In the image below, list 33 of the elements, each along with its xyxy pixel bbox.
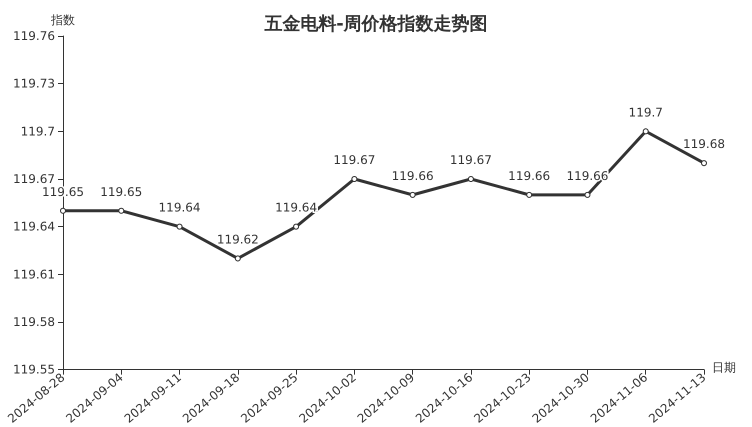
- y-tick-label: 119.55: [13, 362, 55, 377]
- y-tick-label: 119.61: [13, 267, 55, 282]
- point: [176, 224, 183, 230]
- point: [293, 224, 300, 230]
- data-label: 119.66: [508, 168, 550, 183]
- y-tick-label: 119.67: [13, 172, 55, 186]
- data-label: 119.62: [216, 232, 259, 246]
- data-label: 119.7: [628, 105, 663, 120]
- point: [584, 192, 590, 198]
- point: [642, 128, 649, 134]
- y-tick-label: 119.58: [13, 314, 55, 329]
- y-tick-label: 119.7: [20, 124, 55, 138]
- y-tick-label: 119.76: [13, 29, 55, 43]
- x-axis-title: 日期: [712, 360, 736, 375]
- y-axis-title: 指数: [50, 13, 75, 27]
- data-label: 119.66: [392, 168, 434, 183]
- data-label: 119.67: [333, 152, 376, 167]
- data-label: 119.68: [683, 137, 725, 152]
- chart-title: 五金电料-周价格指数走势图: [263, 14, 488, 34]
- data-label: 119.64: [158, 200, 201, 215]
- point: [701, 160, 707, 166]
- point: [234, 255, 241, 262]
- y-tick-label: 119.64: [13, 220, 55, 234]
- data-label: 119.65: [100, 184, 142, 199]
- point: [118, 208, 124, 214]
- point: [60, 208, 66, 214]
- point: [526, 192, 532, 198]
- y-tick-label: 119.73: [13, 76, 55, 91]
- data-label: 119.67: [450, 152, 492, 167]
- point: [410, 192, 416, 198]
- point: [468, 176, 474, 182]
- point: [351, 176, 358, 182]
- data-label: 119.64: [275, 200, 318, 215]
